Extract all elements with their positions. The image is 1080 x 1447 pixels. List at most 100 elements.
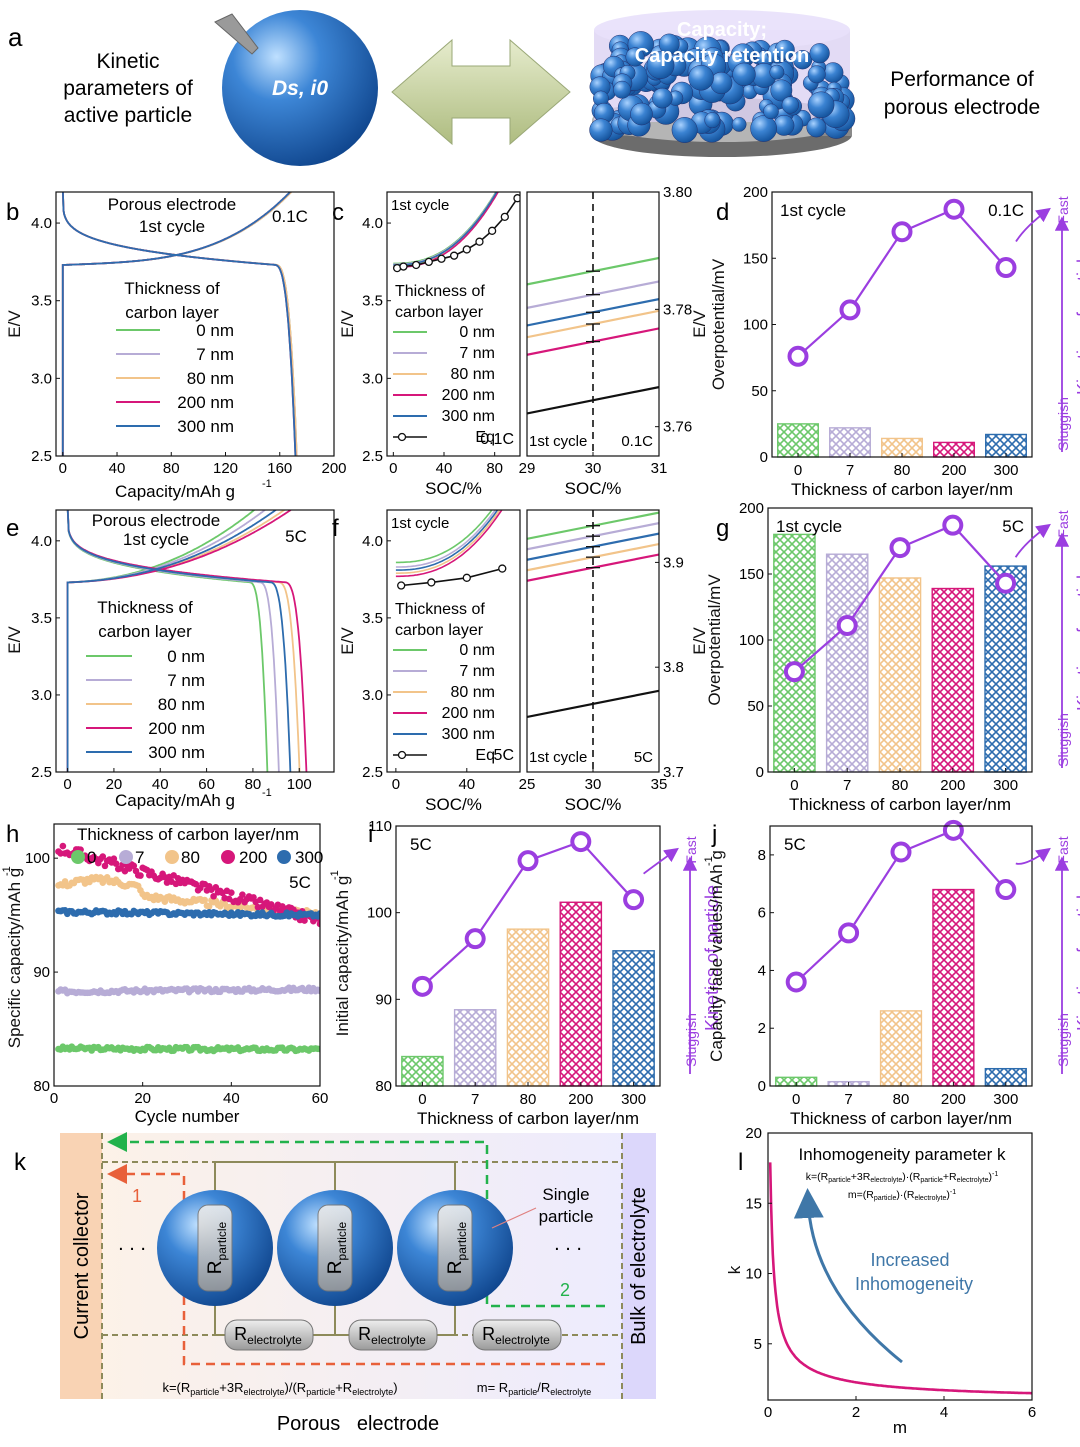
kinetics-point xyxy=(783,661,805,683)
eq-point xyxy=(462,245,471,254)
x-tick-label: 300 xyxy=(621,1091,646,1108)
legend-title-2: carbon layer xyxy=(98,622,192,641)
y-axis-title-sup: -1 xyxy=(329,870,341,880)
legend-title-2: carbon layer xyxy=(395,622,484,639)
y-tick-label: 5 xyxy=(754,1336,762,1353)
cycle-point-200 xyxy=(316,920,320,928)
electrode-bead xyxy=(806,117,827,138)
cycle-point-200 xyxy=(137,872,144,879)
rate-label: 5C xyxy=(1002,517,1024,536)
y-axis-title: E/V xyxy=(5,310,24,338)
chart-l: 0 2 4 6 5 10 15 20 m k Inhomogeneity parameter k k=… xyxy=(725,1125,1036,1437)
y-tick-label: 0 xyxy=(760,449,768,466)
cycle-point-200 xyxy=(210,892,217,900)
x-tick-label: 60 xyxy=(312,1090,329,1107)
legend-label: 300 nm xyxy=(148,743,205,762)
panel-a-left-line2: parameters of xyxy=(63,77,193,100)
y-axis-title: Specific capacity/mAh g xyxy=(5,868,24,1048)
panel-letter-l: l xyxy=(738,1149,743,1176)
x-axis-title: m xyxy=(893,1418,907,1437)
y-axis-title-left: E/V xyxy=(338,627,357,655)
eq-point xyxy=(397,581,406,590)
electrode-bead xyxy=(763,103,779,120)
x-axis-title: Thickness of carbon layer/nm xyxy=(791,480,1013,499)
kinetics-point xyxy=(943,198,965,220)
dots-left: . . . xyxy=(118,1233,146,1255)
panel-a-left-line1: Kinetic xyxy=(96,50,159,73)
rate-label-left: 5C xyxy=(494,747,514,764)
rate-label-right: 0.1C xyxy=(621,433,653,450)
electrode-bead xyxy=(671,117,698,143)
y-axis-title: E/V xyxy=(5,626,24,654)
x-tick-label: 0 xyxy=(59,460,67,477)
electrode-bead xyxy=(807,91,835,119)
kinetics-point xyxy=(889,537,911,559)
legend-title-1: Thickness of xyxy=(97,598,193,617)
discharge-curve-300-nm xyxy=(62,192,297,456)
eq-point xyxy=(513,194,520,203)
plot-frame xyxy=(767,1132,1033,1401)
cycle-point-200 xyxy=(301,917,308,924)
plot-area-right xyxy=(527,510,659,772)
electrode-bead xyxy=(732,62,756,87)
plot-area xyxy=(61,192,298,456)
sluggish-label: Sluggish xyxy=(1055,1013,1071,1067)
y-axis-title-left: E/V xyxy=(338,310,357,338)
panel-letter-d: d xyxy=(716,199,729,226)
cycle-point-200 xyxy=(239,891,246,898)
x-tick-label: 60 xyxy=(198,776,215,793)
legend-label: 0 xyxy=(87,848,96,867)
y-tick-label: 4 xyxy=(758,962,766,979)
plot-area xyxy=(66,510,308,772)
y-tick-label: 3.0 xyxy=(362,687,383,704)
x-tick-label: 6 xyxy=(1028,1404,1036,1421)
panel-letter-i: i xyxy=(368,821,373,848)
cycle-point-200 xyxy=(110,855,118,863)
kinetics-point xyxy=(411,975,433,997)
x-tick-label: 300 xyxy=(993,1091,1018,1108)
x-tick-label: 4 xyxy=(940,1404,948,1421)
eq-point xyxy=(437,254,446,263)
y-tick-label: 4.0 xyxy=(31,533,52,550)
legend-label: 300 nm xyxy=(177,417,234,436)
cycle-point-80 xyxy=(205,902,213,910)
soc-curve-4 xyxy=(395,510,499,571)
sluggish-label: Sluggish xyxy=(1055,713,1071,767)
y-tick-label: 20 xyxy=(745,1125,762,1142)
legend-label: 7 nm xyxy=(459,663,495,680)
bar-80 xyxy=(878,577,922,773)
kinetics-point xyxy=(942,819,964,841)
legend-marker xyxy=(165,850,179,864)
y-axis-title-sup: -1 xyxy=(703,856,715,866)
discharge-curve-300-nm xyxy=(66,510,292,772)
x-tick-label: 0 xyxy=(50,1090,58,1107)
plot-frame xyxy=(55,509,335,773)
y-tick-label: 3.0 xyxy=(31,687,52,704)
kinetics-label: Kinetics of particle xyxy=(1074,565,1080,711)
legend-marker xyxy=(277,850,291,864)
y-tick-label: 3.8 xyxy=(663,659,684,676)
eq-point xyxy=(449,251,459,260)
kinetics-label: Kinetics of particle xyxy=(1074,249,1080,395)
legend-label: 200 nm xyxy=(148,719,205,738)
panel-letter-h: h xyxy=(6,821,19,848)
x-tick-label: 40 xyxy=(152,776,169,793)
panel-letter-j: j xyxy=(711,821,717,848)
cycle-label-left: 1st cycle xyxy=(391,515,449,532)
legend-label: 300 nm xyxy=(442,726,495,743)
electrode-bead xyxy=(658,33,680,55)
panel-letter-c: c xyxy=(332,199,344,226)
y-tick-label: 0 xyxy=(756,764,764,781)
k-equation: k=(Rparticle+3Relectrolyte)/(Rparticle+R… xyxy=(162,1380,397,1397)
y-tick-label: 90 xyxy=(33,964,50,981)
legend-title-1: Thickness of xyxy=(124,279,220,298)
cycle-label-left: 1st cycle xyxy=(391,197,449,214)
r-particle-resistor xyxy=(317,1204,353,1292)
arrow-label-1: Increased xyxy=(870,1250,949,1270)
x-tick-label: 40 xyxy=(436,460,453,477)
chart-title-1: Porous electrode xyxy=(92,511,221,530)
sphere-label: Ds, i0 xyxy=(272,77,328,100)
x-tick-label: 200 xyxy=(941,462,966,479)
cycle-label-right: 1st cycle xyxy=(529,433,587,450)
legend-marker xyxy=(71,850,85,864)
